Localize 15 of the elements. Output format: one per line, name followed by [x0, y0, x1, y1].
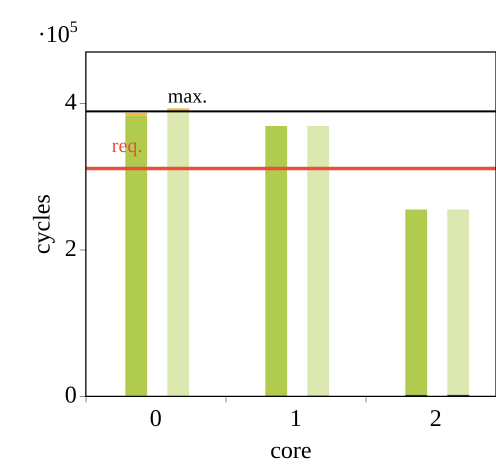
y-axis-title: cycles	[30, 194, 56, 254]
x-tick-label: 2	[430, 406, 442, 432]
bar	[405, 210, 428, 395]
x-tick-label: 0	[150, 406, 162, 432]
ref-line-label: max.	[168, 86, 208, 108]
x-axis-title: core	[270, 438, 312, 464]
bar	[125, 112, 148, 116]
y-tick-label: 0	[64, 382, 77, 409]
bar	[265, 126, 288, 396]
y-tick-label: 4	[64, 90, 77, 116]
bar	[447, 210, 470, 395]
bar	[307, 126, 330, 396]
y-tick-label: 2	[64, 236, 77, 262]
bar	[167, 111, 190, 396]
x-tick-label: 1	[290, 406, 302, 432]
